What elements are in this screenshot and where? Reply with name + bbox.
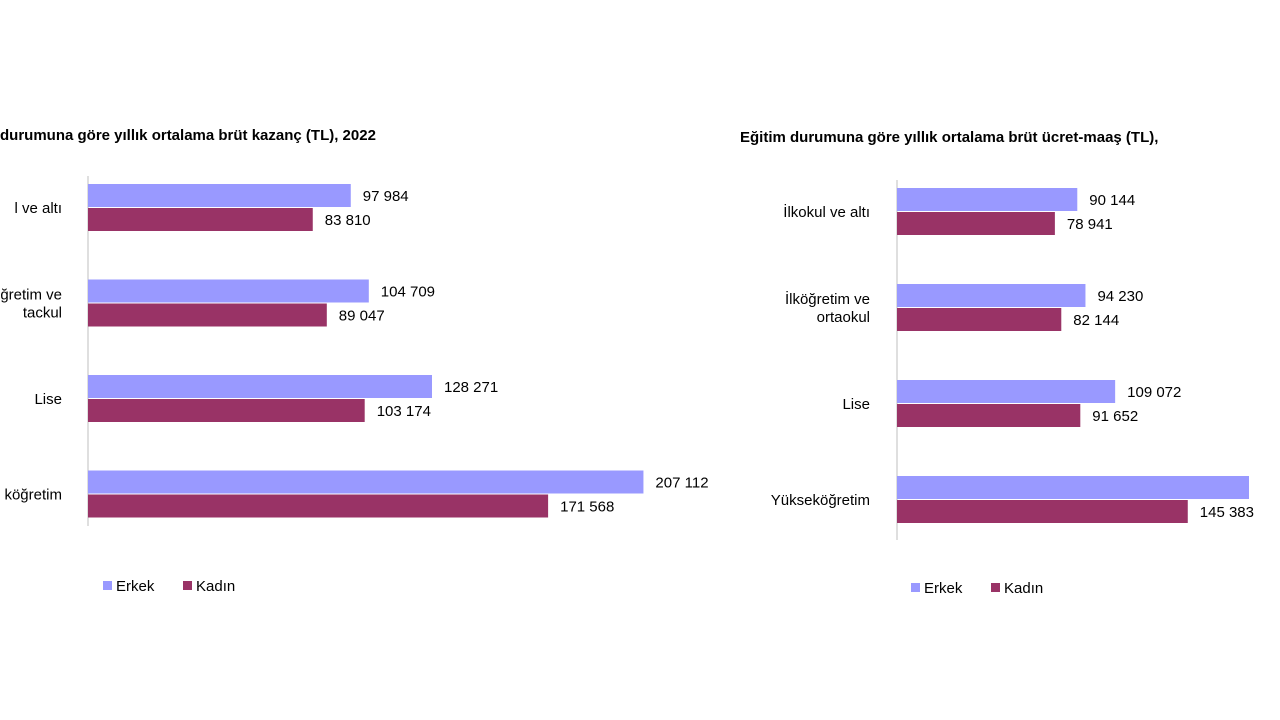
chart-left-category-label: köğretim [4,487,62,504]
chart-left-data-label: 104 709 [381,284,435,301]
chart-left-title: durumuna göre yıllık ortalama brüt kazan… [0,127,376,144]
chart-right-data-label: 90 144 [1089,192,1135,209]
chart-left-bar-kadin [88,399,365,422]
chart-left-category-label: Lise [34,391,62,408]
chart-right-data-label: 94 230 [1097,288,1143,305]
chart-right-category-label: Lise [842,396,870,413]
chart-left-data-label: 89 047 [339,308,385,325]
chart-right-legend-label: Kadın [1004,580,1043,597]
chart-left: durumuna göre yıllık ortalama brüt kazan… [0,127,709,595]
chart-right: Eğitim durumuna göre yıllık ortalama brü… [740,129,1254,597]
chart-right-data-label: 145 383 [1200,504,1254,521]
chart-left-bar-erkek [88,470,644,494]
chart-left-data-label: 207 112 [655,475,708,492]
chart-right-bar-kadin [897,308,1062,331]
chart-left-legend-swatch-erkek [103,581,112,590]
chart-left-category-label: ğretim ve tackul [0,287,62,322]
chart-left-legend-label: Erkek [116,578,155,595]
chart-right-bar-kadin [897,212,1055,235]
chart-left-data-label: 128 271 [444,379,498,396]
chart-right-title: Eğitim durumuna göre yıllık ortalama brü… [740,129,1158,146]
chart-right-legend-swatch-erkek [911,583,920,592]
chart-right-category-label: İlköğretim ve ortaokul [785,290,870,326]
chart-right-bar-kadin [897,500,1188,523]
chart-left-category-label: l ve altı [14,200,62,217]
chart-right-bar-erkek [897,380,1116,403]
chart-left-data-label: 171 568 [560,499,614,516]
chart-right-bar-erkek [897,188,1078,211]
chart-right-legend-swatch-kadin [991,583,1000,592]
chart-left-data-label: 97 984 [363,188,409,205]
chart-left-bar-kadin [88,494,549,518]
chart-right-data-label: 91 652 [1092,408,1138,425]
chart-left-data-label: 83 810 [325,212,371,229]
chart-right-data-label: 78 941 [1067,216,1113,233]
chart-left-bar-erkek [88,279,369,303]
chart-right-category-label: Yükseköğretim [771,492,870,509]
chart-right-bar-kadin [897,404,1081,427]
chart-left-bar-erkek [88,184,351,207]
chart-left-legend-swatch-kadin [183,581,192,590]
chart-right-bar-erkek [897,476,1249,499]
chart-left-bar-kadin [88,303,327,327]
chart-right-bar-erkek [897,284,1086,307]
chart-right-legend-label: Erkek [924,580,963,597]
chart-right-data-label: 109 072 [1127,384,1181,401]
chart-right-data-label: 82 144 [1073,312,1119,329]
chart-left-legend-label: Kadın [196,578,235,595]
chart-right-category-label: İlkokul ve altı [783,203,870,221]
chart-left-bar-kadin [88,208,313,231]
chart-left-data-label: 103 174 [377,403,431,420]
chart-left-bar-erkek [88,375,432,398]
